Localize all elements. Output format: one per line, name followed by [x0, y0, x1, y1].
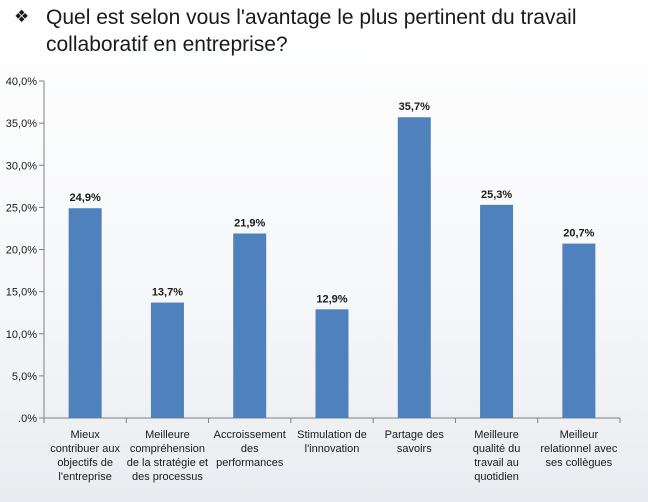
page-title: Quel est selon vous l'avantage le plus p…	[46, 6, 577, 56]
x-tick-label-line: Meilleur	[560, 429, 599, 441]
x-tick-label-line: qualité du	[473, 443, 521, 455]
y-tick-label: 30,0%	[6, 160, 37, 172]
x-tick-label-line: compréhension	[130, 443, 205, 455]
x-tick-label-line: l'innovation	[305, 443, 360, 455]
bar	[562, 243, 596, 418]
x-tick-label: Meilleure compréhension de la stratégie et…	[127, 429, 208, 483]
y-tick-label: 20,0%	[6, 245, 37, 257]
y-tick-label: 35,0%	[6, 118, 37, 130]
bar	[150, 302, 184, 418]
x-tick-label-line: des processus	[132, 471, 203, 483]
x-tick-label-line: contribuer aux	[50, 443, 120, 455]
x-tick-label-line: ses collègues	[546, 457, 613, 469]
x-tick-label-line: relationnel avec	[540, 443, 618, 455]
x-tick-label-line: Mieux	[70, 429, 100, 441]
data-label: 20,7%	[563, 228, 594, 240]
x-tick-label-line: Partage des	[385, 429, 445, 441]
x-tick-label-line: quotidien	[474, 471, 519, 483]
x-tick-label-line: Accroissement	[214, 429, 286, 441]
y-tick-label: .0%	[18, 413, 37, 425]
x-tick-label: Accroissement des performances	[214, 429, 286, 469]
x-tick-label-line: objectifs de	[57, 457, 113, 469]
data-label: 35,7%	[399, 101, 430, 113]
bar	[480, 204, 514, 418]
x-tick-label-line: Meilleure	[474, 429, 519, 441]
diamond-bullet-icon: ❖	[14, 7, 30, 26]
y-tick-label: 10,0%	[6, 329, 37, 341]
x-tick-label-line: de la stratégie et	[127, 457, 208, 469]
bar	[233, 233, 267, 418]
bar	[397, 117, 431, 418]
x-tick-label: Mieux contribuer aux objectifs de l'entrepr…	[50, 429, 120, 483]
x-tick-label: Stimulation de l'innovation	[297, 429, 367, 455]
data-label: 25,3%	[481, 189, 512, 201]
y-tick-label: 25,0%	[6, 202, 37, 214]
x-tick-label-line: Stimulation de	[297, 429, 367, 441]
data-label: 12,9%	[316, 293, 347, 305]
bar	[68, 208, 102, 418]
x-tick-label: Partage des savoirs	[385, 429, 445, 455]
x-tick-label-line: des	[241, 443, 259, 455]
x-tick-label-line: l'entreprise	[58, 471, 111, 483]
x-tick-label-line: savoirs	[397, 443, 432, 455]
y-tick-label: 5,0%	[12, 371, 37, 383]
x-tick-label: Meilleure qualité du travail au quotidien	[473, 429, 521, 483]
data-label: 24,9%	[70, 192, 101, 204]
data-label: 13,7%	[152, 287, 183, 299]
x-tick-label-line: travail au	[474, 457, 519, 469]
x-tick-label-line: Meilleure	[145, 429, 190, 441]
y-tick-label: 15,0%	[6, 287, 37, 299]
y-tick-label: 40,0%	[6, 76, 37, 88]
x-tick-label-line: performances	[216, 457, 284, 469]
bar	[315, 309, 349, 418]
x-tick-label: Meilleur relationnel avec ses collègues	[540, 429, 618, 469]
data-label: 21,9%	[234, 217, 265, 229]
slide-title: ❖ Quel est selon vous l'avantage le plus…	[14, 4, 634, 58]
